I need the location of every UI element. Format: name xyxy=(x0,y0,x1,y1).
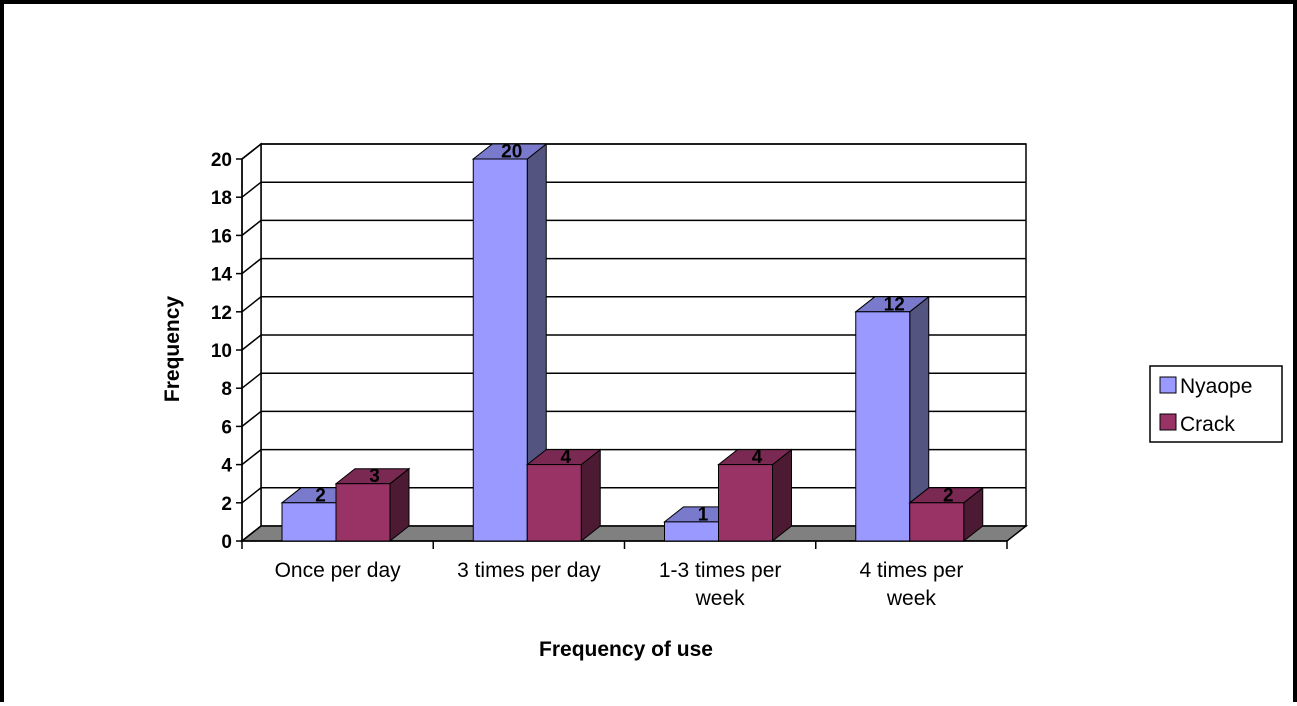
gridline xyxy=(241,334,1026,351)
bar-value-label: 4 xyxy=(752,447,763,468)
bar xyxy=(854,295,931,543)
bar-side xyxy=(772,448,792,543)
gridline xyxy=(241,372,1026,389)
x-category-label: 4 times per xyxy=(859,559,963,582)
legend-label-crack: Crack xyxy=(1180,413,1235,436)
bar-value-label: 2 xyxy=(943,485,954,506)
bar xyxy=(334,467,411,543)
y-tick-label: 6 xyxy=(221,417,232,438)
bar-front xyxy=(718,464,773,542)
y-axis-title: Frequency xyxy=(161,296,184,403)
bar-value-label: 2 xyxy=(315,485,326,506)
y-tick-label: 18 xyxy=(211,188,232,209)
x-axis-category-labels: Once per day 3 times per day 1-3 times per… xyxy=(275,559,964,610)
gridline xyxy=(241,143,1026,160)
bar-front xyxy=(335,483,391,542)
gridline xyxy=(241,181,1026,198)
bar-front xyxy=(472,158,528,542)
bar-front xyxy=(526,464,582,542)
y-tick-label: 4 xyxy=(221,456,232,477)
y-tick-label: 14 xyxy=(211,265,233,286)
bars xyxy=(280,142,985,543)
legend-label-nyaope: Nyaope xyxy=(1180,375,1252,398)
y-tick-label: 2 xyxy=(221,494,232,515)
legend: Nyaope Crack xyxy=(1149,365,1283,443)
bar-value-label: 4 xyxy=(560,447,571,468)
legend-swatch-nyaope xyxy=(1159,376,1177,394)
bar-value-label: 12 xyxy=(884,294,905,315)
bar-value-label: 1 xyxy=(698,504,709,525)
y-tick-label: 16 xyxy=(211,226,232,247)
data-labels: 2 3 20 4 1 4 12 2 xyxy=(315,142,953,526)
y-tick-label: 0 xyxy=(221,532,232,553)
y-axis-tick-labels: 0 2 4 6 8 10 12 14 16 18 20 xyxy=(211,150,233,553)
bar xyxy=(471,142,548,543)
bar-front xyxy=(281,502,337,542)
bar-value-label: 20 xyxy=(501,142,522,163)
gridline xyxy=(241,257,1026,275)
gridline xyxy=(241,410,1026,427)
y-tick-label: 8 xyxy=(221,379,232,400)
bar-side xyxy=(580,448,601,543)
x-category-label: 3 times per day xyxy=(457,559,601,582)
bar-front xyxy=(909,502,965,542)
legend-swatch-crack xyxy=(1159,413,1177,431)
gridlines xyxy=(241,143,1026,504)
y-tick-label: 20 xyxy=(211,150,232,171)
bar xyxy=(717,448,793,543)
x-category-label: 1-3 times per xyxy=(659,559,782,582)
x-axis-title: Frequency of use xyxy=(539,638,713,661)
bar xyxy=(908,486,985,543)
x-category-label: Once per day xyxy=(275,559,402,582)
y-tick-label: 10 xyxy=(211,341,232,362)
x-category-label: week xyxy=(886,587,937,610)
x-category-label: week xyxy=(695,587,746,610)
bar xyxy=(525,448,602,543)
gridline xyxy=(241,296,1026,313)
gridline xyxy=(241,219,1026,236)
bar-front xyxy=(664,521,719,542)
bar-front xyxy=(855,311,911,542)
bar-value-label: 3 xyxy=(369,466,380,487)
y-tick-label: 12 xyxy=(211,303,232,324)
